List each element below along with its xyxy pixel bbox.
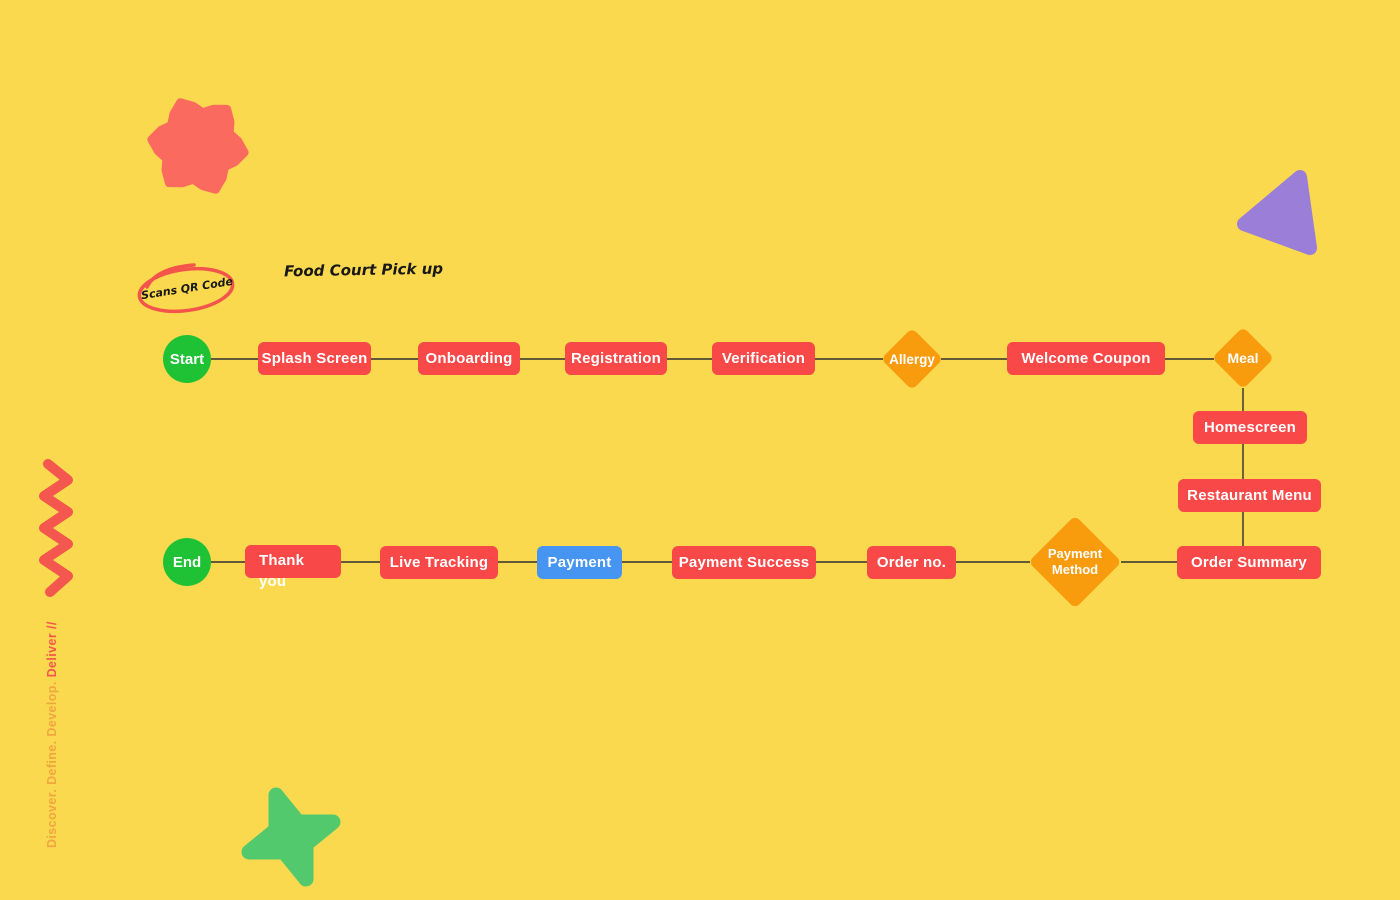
end-node[interactable]: End	[163, 538, 211, 586]
zigzag-shape	[39, 459, 73, 597]
qr-ellipse	[137, 266, 235, 314]
node-onboarding[interactable]: Onboarding	[418, 342, 520, 375]
blob-shape	[147, 98, 249, 194]
decision-payment-method[interactable]: Payment Method	[1028, 515, 1122, 609]
start-node[interactable]: Start	[163, 335, 211, 383]
tagline-deliver: Deliver //	[45, 621, 59, 678]
qr-ellipse-overdraw	[145, 263, 196, 289]
triangle-shape	[1237, 170, 1317, 255]
process-tagline: Discover. Define. Develop. Deliver //	[45, 621, 59, 848]
node-verification[interactable]: Verification	[712, 342, 815, 375]
page-title: Food Court Pick up	[283, 259, 444, 281]
decision-label: Allergy	[889, 351, 935, 367]
decision-meal[interactable]: Meal	[1211, 326, 1275, 390]
node-homescreen[interactable]: Homescreen	[1193, 411, 1307, 444]
node-payment-success[interactable]: Payment Success	[672, 546, 816, 579]
node-order-summary[interactable]: Order Summary	[1177, 546, 1321, 579]
star-shape	[241, 787, 341, 887]
node-live-tracking[interactable]: Live Tracking	[380, 546, 498, 579]
node-thank-you[interactable]: Thank you	[245, 545, 341, 590]
node-restaurant-menu[interactable]: Restaurant Menu	[1178, 479, 1321, 512]
node-splash-screen[interactable]: Splash Screen	[258, 342, 371, 375]
decision-label: Payment Method	[1047, 546, 1103, 577]
node-order-no[interactable]: Order no.	[867, 546, 956, 579]
node-registration[interactable]: Registration	[565, 342, 667, 375]
node-welcome-coupon[interactable]: Welcome Coupon	[1007, 342, 1165, 375]
decision-label: Meal	[1227, 350, 1259, 366]
decision-allergy[interactable]: Allergy	[880, 327, 944, 391]
node-payment[interactable]: Payment	[537, 546, 622, 579]
connector-lines	[211, 358, 1244, 563]
tagline-discover-define-develop: Discover. Define. Develop.	[45, 677, 59, 848]
thank-you-label: Thank you	[259, 552, 305, 590]
